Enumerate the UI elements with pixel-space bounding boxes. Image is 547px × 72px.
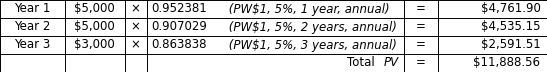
Text: (PW$1, 5%, 1 year, annual): (PW$1, 5%, 1 year, annual) xyxy=(225,3,389,15)
Text: =: = xyxy=(416,57,426,69)
Text: =: = xyxy=(416,39,426,51)
Text: $3,000: $3,000 xyxy=(74,39,115,51)
Text: Year 2: Year 2 xyxy=(14,21,50,33)
Text: Total: Total xyxy=(347,57,378,69)
Text: ×: × xyxy=(131,3,141,15)
Text: $5,000: $5,000 xyxy=(74,21,115,33)
Text: Year 3: Year 3 xyxy=(14,39,50,51)
Text: PV: PV xyxy=(384,57,399,69)
Text: $11,888.56: $11,888.56 xyxy=(474,57,540,69)
Text: $2,591.51: $2,591.51 xyxy=(481,39,540,51)
Text: $4,761.90: $4,761.90 xyxy=(481,3,540,15)
Text: ×: × xyxy=(131,21,141,33)
Text: 0.863838: 0.863838 xyxy=(151,39,206,51)
Text: =: = xyxy=(416,3,426,15)
Text: $5,000: $5,000 xyxy=(74,3,115,15)
Text: =: = xyxy=(416,21,426,33)
Text: Year 1: Year 1 xyxy=(14,3,50,15)
Text: (PW$1, 5%, 3 years, annual): (PW$1, 5%, 3 years, annual) xyxy=(225,39,397,51)
Text: ×: × xyxy=(131,39,141,51)
Text: 0.952381: 0.952381 xyxy=(151,3,207,15)
Text: $4,535.15: $4,535.15 xyxy=(481,21,540,33)
Text: 0.907029: 0.907029 xyxy=(151,21,207,33)
Text: (PW$1, 5%, 2 years, annual): (PW$1, 5%, 2 years, annual) xyxy=(225,21,397,33)
